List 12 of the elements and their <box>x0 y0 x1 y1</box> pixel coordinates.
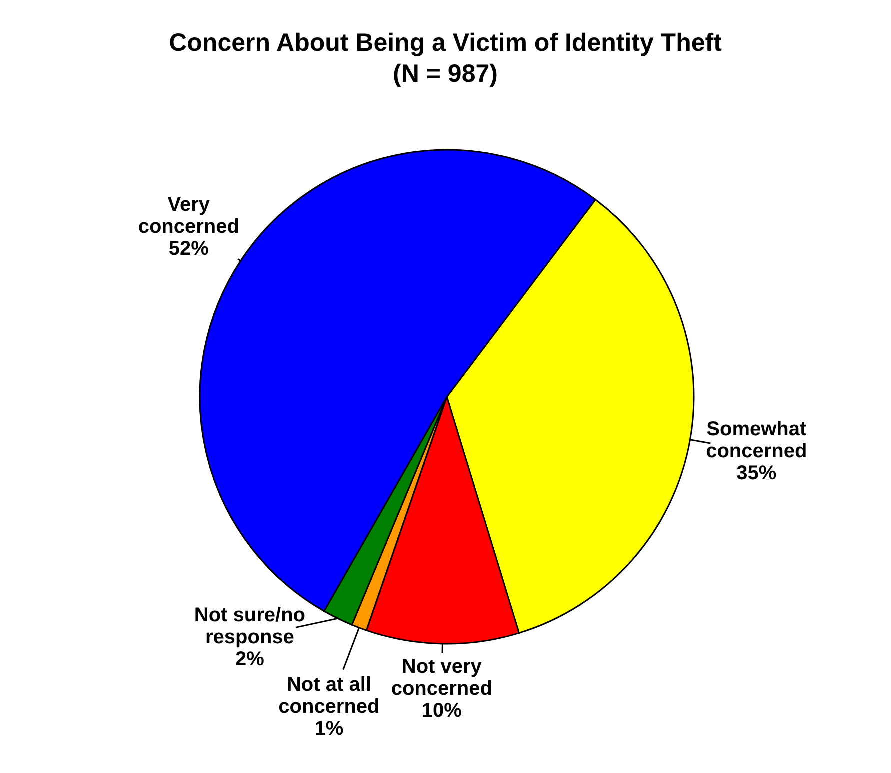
data-label: 2% <box>235 648 265 671</box>
data-label: 1% <box>314 718 344 740</box>
slice-label: Somewhat concerned <box>706 418 808 463</box>
slice-label: Not at all concerned <box>278 674 380 718</box>
slice-label: Not sure/no response <box>194 604 306 649</box>
chart-subtitle: (N = 987) <box>393 60 498 88</box>
data-label: 35% <box>736 462 777 485</box>
chart-title: Concern About Being a Victim of Identity Theft <box>169 29 723 57</box>
slice-label: Not very concerned <box>391 656 492 700</box>
data-label: 10% <box>422 700 462 722</box>
data-label: 52% <box>168 238 210 260</box>
slice-label: Very concerned <box>138 194 240 238</box>
